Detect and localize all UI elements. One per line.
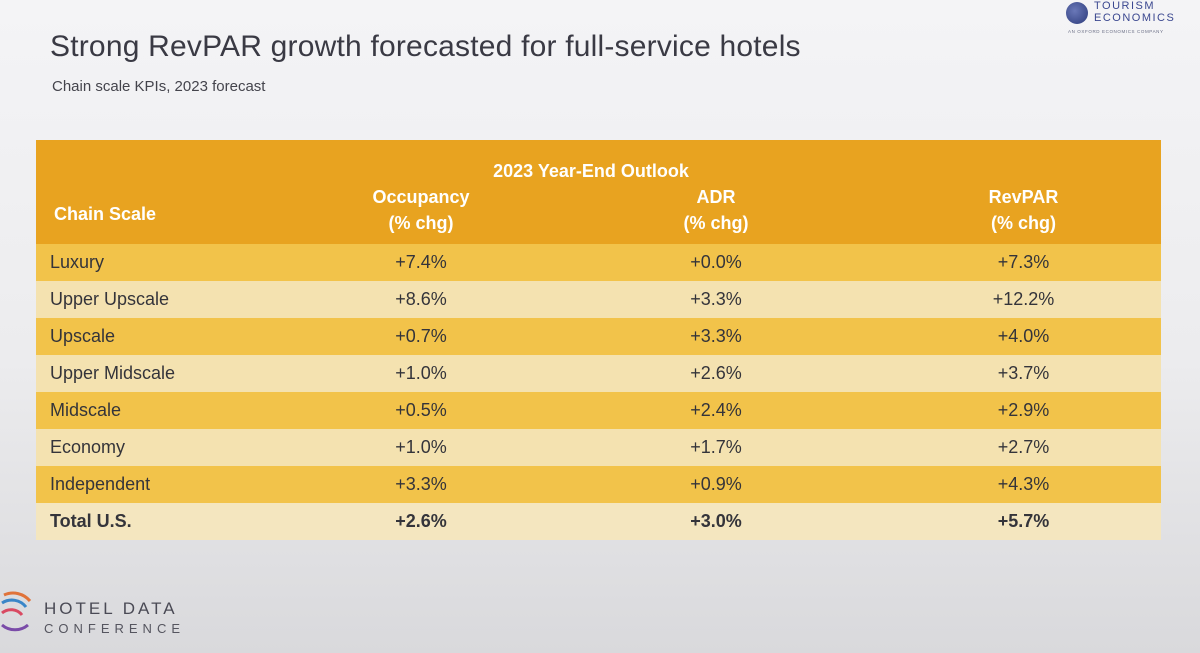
- revpar-cell: +4.3%: [886, 466, 1161, 503]
- chain-cell: Midscale: [36, 392, 296, 429]
- revpar-cell: +5.7%: [886, 503, 1161, 540]
- table-row: Midscale +0.5% +2.4% +2.9%: [36, 392, 1161, 429]
- logo-line2: ECONOMICS: [1094, 12, 1176, 24]
- chain-cell: Luxury: [36, 244, 296, 281]
- adr-cell: +0.0%: [546, 244, 886, 281]
- chain-cell: Total U.S.: [36, 503, 296, 540]
- occupancy-cell: +7.4%: [296, 244, 546, 281]
- revpar-cell: +7.3%: [886, 244, 1161, 281]
- adr-cell: +2.6%: [546, 355, 886, 392]
- column-header-chain: Chain Scale: [36, 184, 296, 244]
- table-row: Economy +1.0% +1.7% +2.7%: [36, 429, 1161, 466]
- table-row: Independent +3.3% +0.9% +4.3%: [36, 466, 1161, 503]
- occupancy-cell: +8.6%: [296, 281, 546, 318]
- occupancy-cell: +0.7%: [296, 318, 546, 355]
- revpar-cell: +2.7%: [886, 429, 1161, 466]
- chain-cell: Economy: [36, 429, 296, 466]
- table-row: Luxury +7.4% +0.0% +7.3%: [36, 244, 1161, 281]
- occupancy-cell: +1.0%: [296, 429, 546, 466]
- revpar-cell: +3.7%: [886, 355, 1161, 392]
- logo-line1: HOTEL DATA: [44, 599, 178, 618]
- table-row: Upscale +0.7% +3.3% +4.0%: [36, 318, 1161, 355]
- revpar-cell: +12.2%: [886, 281, 1161, 318]
- adr-cell: +2.4%: [546, 392, 886, 429]
- group-header: 2023 Year-End Outlook: [296, 140, 886, 184]
- table-row: Upper Upscale +8.6% +3.3% +12.2%: [36, 281, 1161, 318]
- revpar-cell: +4.0%: [886, 318, 1161, 355]
- logo-tagline: AN OXFORD ECONOMICS COMPANY: [1068, 29, 1164, 34]
- occupancy-cell: +3.3%: [296, 466, 546, 503]
- chain-cell: Upper Midscale: [36, 355, 296, 392]
- adr-cell: +3.0%: [546, 503, 886, 540]
- revpar-cell: +2.9%: [886, 392, 1161, 429]
- slide-title: Strong RevPAR growth forecasted for full…: [50, 30, 801, 63]
- column-header-revpar: RevPAR (% chg): [886, 184, 1161, 244]
- adr-cell: +3.3%: [546, 281, 886, 318]
- logo-line1: TOURISM: [1094, 0, 1156, 12]
- occupancy-cell: +2.6%: [296, 503, 546, 540]
- header-group-row: 2023 Year-End Outlook: [36, 140, 1161, 184]
- logo-line2: CONFERENCE: [44, 621, 186, 636]
- occupancy-cell: +0.5%: [296, 392, 546, 429]
- conference-rings-icon: [1, 591, 32, 632]
- column-header-occupancy: Occupancy (% chg): [296, 184, 546, 244]
- tourism-economics-logo: TOURISM ECONOMICS AN OXFORD ECONOMICS CO…: [1062, 0, 1187, 42]
- chain-cell: Upscale: [36, 318, 296, 355]
- hotel-data-conference-logo: HOTEL DATA CONFERENCE: [0, 585, 220, 645]
- table-row: Upper Midscale +1.0% +2.6% +3.7%: [36, 355, 1161, 392]
- total-row: Total U.S. +2.6% +3.0% +5.7%: [36, 503, 1161, 540]
- adr-cell: +1.7%: [546, 429, 886, 466]
- globe-icon: [1066, 2, 1088, 24]
- column-header-adr: ADR (% chg): [546, 184, 886, 244]
- chain-cell: Upper Upscale: [36, 281, 296, 318]
- kpi-table: 2023 Year-End Outlook Chain Scale Occupa…: [36, 140, 1161, 540]
- chain-cell: Independent: [36, 466, 296, 503]
- adr-cell: +3.3%: [546, 318, 886, 355]
- header-columns-row: Chain Scale Occupancy (% chg) ADR (% chg…: [36, 184, 1161, 244]
- adr-cell: +0.9%: [546, 466, 886, 503]
- slide-subtitle: Chain scale KPIs, 2023 forecast: [52, 78, 266, 95]
- occupancy-cell: +1.0%: [296, 355, 546, 392]
